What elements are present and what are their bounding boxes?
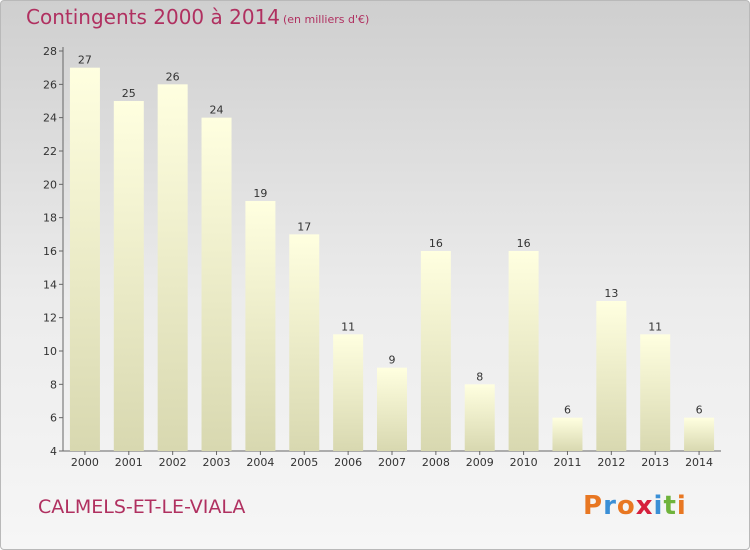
bar [552,417,583,451]
chart-title: Contingents 2000 à 2014 [26,5,281,29]
x-tick-label: 2006 [334,456,362,469]
data-label: 6 [696,404,703,417]
bar [289,234,320,451]
data-label: 9 [389,354,396,367]
y-tick-label: 4 [50,445,57,458]
x-tick-label: 2008 [422,456,450,469]
y-tick-label: 8 [50,378,57,391]
x-tick-label: 2002 [159,456,187,469]
proxiti-logo[interactable]: Proxiti [583,491,687,521]
data-label: 24 [210,104,224,117]
data-label: 25 [122,87,136,100]
x-tick-label: 2013 [641,456,669,469]
data-label: 16 [517,237,531,250]
x-tick-label: 2014 [685,456,713,469]
logo-letter: r [603,491,617,521]
x-tick-label: 2001 [115,456,143,469]
data-label: 6 [564,404,571,417]
logo-letter: i [653,491,664,521]
data-label: 8 [476,370,483,383]
x-tick-label: 2010 [510,456,538,469]
logo-letter: o [616,491,636,521]
x-tick-label: 2007 [378,456,406,469]
bar [464,384,495,451]
x-tick-label: 2004 [246,456,274,469]
bar [377,367,407,451]
logo-letter: P [583,491,604,521]
logo-letter: x [635,491,654,521]
bar [684,417,715,451]
y-tick-label: 18 [43,212,57,225]
x-tick-label: 2000 [71,456,99,469]
data-label: 11 [341,320,355,333]
x-tick-label: 2012 [597,456,625,469]
y-tick-label: 26 [43,78,57,91]
y-tick-label: 28 [43,45,57,58]
logo-letter: i [676,491,687,521]
y-tick-label: 14 [43,278,57,291]
bar [596,301,627,451]
data-label: 19 [253,187,267,200]
data-label: 11 [648,320,662,333]
y-tick-label: 12 [43,312,57,325]
y-tick-label: 24 [43,112,57,125]
bar [157,84,188,451]
logo-letter: t [663,491,677,521]
y-tick-label: 10 [43,345,57,358]
y-tick-label: 22 [43,145,57,158]
data-label: 27 [78,54,92,67]
x-tick-label: 2003 [203,456,231,469]
chart-unit: (en milliers d'€) [283,13,370,26]
bar [113,101,144,451]
bar [420,251,451,451]
data-label: 17 [297,220,311,233]
x-tick-label: 2009 [466,456,494,469]
y-tick-label: 20 [43,178,57,191]
y-tick-label: 16 [43,245,57,258]
data-label: 16 [429,237,443,250]
x-tick-label: 2005 [290,456,318,469]
data-label: 26 [166,70,180,83]
data-label: 13 [604,287,618,300]
bar [201,117,232,452]
bar [640,334,671,451]
y-tick-label: 6 [50,412,57,425]
commune-name: CALMELS-ET-LE-VIALA [38,496,246,518]
bar [69,67,100,452]
bar [508,251,539,451]
x-tick-label: 2011 [553,456,581,469]
bar [245,201,276,451]
bar [333,334,364,451]
